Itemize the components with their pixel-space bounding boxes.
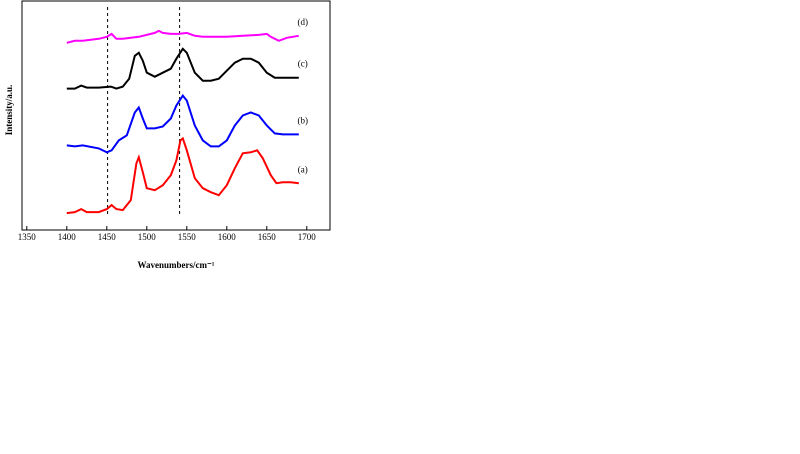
series-label: (d) xyxy=(298,17,309,27)
spectrum-line xyxy=(66,29,299,44)
x-tick-label: 1500 xyxy=(138,232,157,242)
spectrum-line xyxy=(66,47,299,90)
x-tick-label: 1650 xyxy=(258,232,277,242)
x-tick-label: 1700 xyxy=(298,232,317,242)
x-tick-label: 1550 xyxy=(178,232,197,242)
spectrum-line xyxy=(66,93,299,154)
x-tick-label: 1600 xyxy=(218,232,237,242)
series-label: (b) xyxy=(298,115,309,125)
x-axis-label: Wavenumbers/cm⁻¹ xyxy=(138,260,215,270)
spectrum-line xyxy=(66,136,299,215)
x-tick-label: 1400 xyxy=(58,232,77,242)
x-tick-label: 1450 xyxy=(98,232,117,242)
y-axis-label: Intensity/a.u. xyxy=(4,85,14,136)
x-tick-label: 1350 xyxy=(18,232,37,242)
plot-frame xyxy=(21,0,331,231)
series-label: (a) xyxy=(298,164,308,174)
series-label: (c) xyxy=(298,59,308,69)
